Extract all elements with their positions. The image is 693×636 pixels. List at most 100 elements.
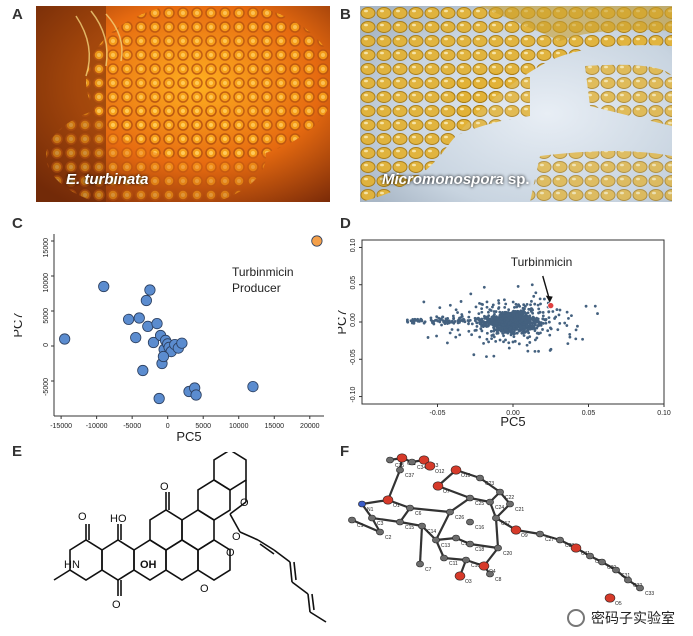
data-point: [477, 318, 480, 321]
data-point: [123, 313, 135, 326]
atom-label: C35: [395, 463, 404, 469]
data-point: [513, 318, 517, 321]
atom: [358, 500, 366, 508]
data-point: [470, 333, 474, 337]
data-point: [502, 334, 505, 338]
atom-label: C28: [565, 543, 574, 549]
data-point: [482, 341, 485, 345]
bond: [409, 506, 451, 514]
crystal-structure-svg: C35O11C34O13O12C37O10O7C23C22N1O1C6C25C2…: [348, 453, 654, 607]
x-axis-label: PC5: [176, 429, 201, 444]
data-point: [485, 300, 489, 304]
data-point: [514, 302, 518, 306]
data-point: [502, 340, 505, 344]
atom: [496, 488, 504, 496]
data-point: [538, 310, 542, 314]
atom-label: C25: [475, 501, 484, 507]
data-point: [489, 329, 493, 333]
svg-text:O: O: [78, 511, 87, 523]
data-point: [494, 339, 498, 343]
data-point: [472, 353, 476, 357]
data-point: [433, 318, 437, 322]
atom-label: N1: [367, 507, 374, 513]
bond: [418, 525, 424, 565]
atom: [478, 561, 490, 571]
atom-label: C6: [415, 511, 422, 517]
data-point: [544, 321, 548, 325]
data-point: [521, 306, 525, 310]
data-point: [533, 302, 537, 306]
pca-chart-d-svg: -0.05 0.00 0.05 0.10 -0.10 -0.05 0.00 0.05 0.10 T…: [334, 239, 671, 429]
atom: [612, 566, 620, 574]
data-point: [522, 325, 526, 329]
data-point: [596, 312, 599, 315]
data-point: [144, 284, 156, 296]
data-point: [565, 310, 569, 314]
data-point: [432, 322, 436, 326]
data-point: [488, 317, 492, 321]
data-point: [506, 331, 509, 335]
svg-text:O: O: [232, 531, 241, 543]
data-point: [153, 392, 165, 405]
atom-label: O3: [465, 579, 472, 585]
data-point: [584, 304, 588, 308]
atom-label: C23: [485, 481, 494, 487]
atom-label: C8: [495, 577, 502, 583]
atom: [466, 518, 474, 526]
data-point: [452, 316, 456, 320]
data-point: [474, 317, 478, 321]
data-point: [513, 310, 517, 314]
data-point: [435, 315, 439, 319]
data-point: [531, 324, 535, 328]
data-point: [519, 326, 523, 330]
pca-chart-c-svg: -15000 -10000 -5000 0 5000 10000 15000 20000 -50…: [10, 234, 324, 444]
species-caption-a: E. turbinata: [66, 171, 149, 188]
x-tick-label: -0.05: [430, 410, 446, 417]
atom-label: O10: [461, 473, 471, 479]
data-point: [440, 323, 443, 327]
atom: [492, 514, 500, 522]
data-point: [419, 318, 423, 321]
data-point: [247, 381, 259, 393]
data-point: [435, 334, 438, 338]
data-point: [481, 323, 485, 327]
atom: [424, 461, 436, 471]
data-point: [525, 316, 529, 320]
data-point: [547, 316, 551, 320]
data-point: [491, 305, 494, 309]
atom-label: C31: [621, 573, 630, 579]
data-point: [522, 334, 526, 337]
svg-text:O: O: [226, 547, 235, 559]
data-point: [555, 308, 559, 311]
data-point: [547, 320, 551, 324]
atom: [348, 516, 356, 524]
bond: [494, 517, 500, 549]
data-point: [454, 308, 458, 312]
data-point: [490, 337, 494, 340]
ascidian-photo-art: [36, 6, 330, 202]
data-point: [492, 310, 496, 313]
data-point: [516, 285, 520, 288]
atom-label: C15: [405, 525, 414, 531]
data-point: [446, 316, 450, 320]
data-point: [541, 311, 545, 314]
atom-label: C33: [645, 591, 654, 597]
data-point: [413, 318, 417, 322]
atom-label: C13: [441, 543, 450, 549]
data-point: [512, 335, 516, 338]
data-point: [130, 332, 142, 344]
x-tick-label: -10000: [86, 423, 108, 430]
data-point: [436, 319, 440, 323]
data-point: [558, 321, 562, 325]
data-point: [511, 323, 515, 326]
atom-label: C10: [471, 563, 480, 569]
atom-label: C34: [417, 465, 426, 471]
data-point: [507, 308, 511, 312]
data-point: [439, 318, 442, 322]
data-point: [535, 317, 539, 321]
data-point: [448, 331, 452, 335]
data-point: [157, 350, 170, 363]
data-point: [441, 315, 445, 319]
atom-label: O12: [435, 469, 445, 475]
ascidian-photo: E. turbinata: [36, 6, 330, 202]
